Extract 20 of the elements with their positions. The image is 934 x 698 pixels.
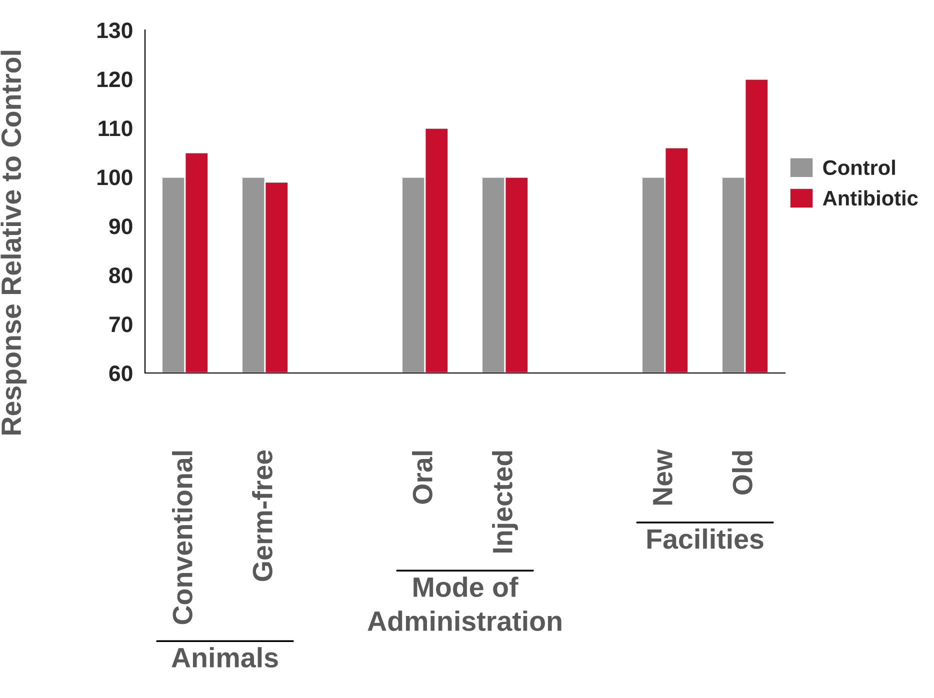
y-tick-label: 110 [98, 120, 132, 136]
y-axis-title: Response Relative to Control [0, 50, 27, 434]
y-tick-label: 60 [109, 366, 132, 382]
x-tick-label: Injected [492, 451, 518, 552]
text: Facilities [647, 528, 764, 549]
y-tick-label: 100 [98, 170, 132, 186]
x-tick-label: New [653, 449, 672, 505]
text: Animals [172, 647, 278, 668]
y-tick-label: 120 [98, 72, 132, 88]
y-tick-label: 90 [109, 218, 132, 234]
x-tick-label: Old [732, 451, 752, 495]
y-tick-label: 70 [109, 316, 132, 332]
legend-label: Antibiotic [822, 190, 918, 206]
y-tick-label: 80 [109, 268, 132, 284]
x-tick-label: Germ-free [252, 450, 272, 582]
text: Mode of Administration [368, 576, 562, 631]
y-tick-label: 130 [98, 22, 132, 38]
x-tick-label: Conventional [172, 451, 192, 624]
x-tick-label: Oral [412, 451, 432, 504]
legend-label: Control [823, 160, 895, 176]
